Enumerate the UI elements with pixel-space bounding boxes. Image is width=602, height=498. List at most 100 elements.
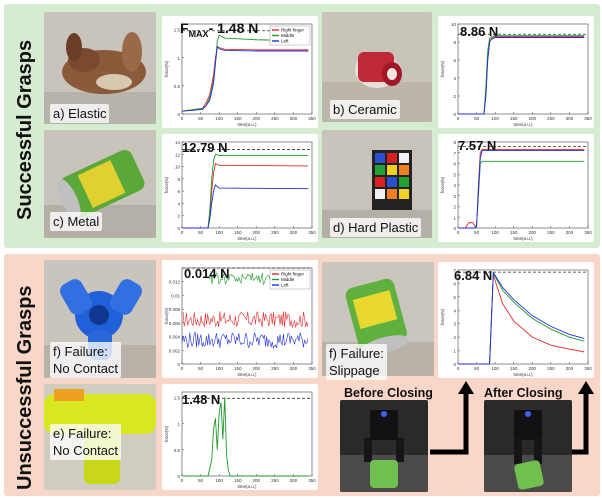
legend-label: Left: [281, 283, 289, 288]
y-tick-label: 6: [453, 162, 456, 167]
chart-f2: 0 1 2 3 4 5 6 7 0 50 100 150 200 250 300 350 time(a.u.) f…: [438, 262, 594, 378]
x-tick-label: 50: [474, 116, 480, 121]
y-tick-label: 2: [453, 94, 456, 99]
y-tick-label: 10: [451, 22, 457, 27]
y-tick-label: 3: [453, 322, 456, 327]
x-tick-label: 250: [271, 366, 279, 371]
x-tick-label: 350: [308, 478, 316, 483]
legend-label: Middle: [281, 33, 295, 38]
y-tick-label: 2: [177, 214, 180, 219]
y-tick-label: 12: [175, 152, 181, 157]
y-tick-label: 10: [175, 165, 181, 170]
x-tick-label: 350: [308, 230, 316, 235]
caption-line: f) Failure:: [53, 344, 108, 359]
x-axis-label: time(a.u.): [513, 236, 533, 241]
x-tick-label: 150: [234, 478, 242, 483]
x-tick-label: 100: [215, 478, 223, 483]
x-tick-label: 350: [584, 230, 592, 235]
caption-failure-no-contact-1: f) Failure: No Contact: [50, 342, 122, 378]
fmax-sub: MAX: [188, 28, 209, 39]
y-tick-label: 4: [453, 183, 456, 188]
y-tick-label: 7: [453, 268, 456, 273]
legend-label: Middle: [281, 277, 295, 282]
series-line-left: [181, 45, 309, 112]
no-contact-value-label: 0.014 N: [184, 266, 230, 281]
x-tick-label: 250: [547, 366, 555, 371]
plot-frame: [181, 141, 313, 229]
series-line-left: [458, 150, 585, 229]
y-tick-label: 0.008: [169, 307, 181, 312]
y-axis-label: force(N): [164, 176, 169, 193]
caption-failure-slippage: f) Failure: Slippage: [326, 344, 387, 380]
x-tick-label: 50: [198, 366, 204, 371]
chart-e: 0 0.5 1 1.5 0 50 100 150 200 250 300 350 time(a.u.) f…: [162, 384, 318, 490]
series-line-right-finger: [181, 311, 309, 328]
y-axis-label: force(N): [164, 307, 169, 324]
caption-line: Slippage: [329, 363, 380, 378]
y-tick-label: 0: [177, 226, 180, 231]
series-line-left: [182, 184, 309, 229]
x-tick-label: 150: [234, 366, 242, 371]
x-tick-label: 100: [215, 230, 223, 235]
y-tick-label: 0: [453, 226, 456, 231]
y-axis-label: force(N): [164, 425, 169, 442]
x-tick-label: 50: [474, 230, 480, 235]
y-tick-label: 8: [177, 177, 180, 182]
y-tick-label: 0: [177, 112, 180, 117]
x-tick-label: 300: [566, 366, 574, 371]
caption-ceramic: b) Ceramic: [330, 100, 400, 119]
chart-d: 0 1 2 3 4 5 6 7 8 0 50 100 150 200 250 300 350 time(a.u.)…: [438, 134, 594, 242]
y-tick-label: 0: [453, 112, 456, 117]
legend-label: Right finger: [281, 28, 305, 33]
x-tick-label: 100: [215, 366, 223, 371]
y-axis-label: force(N): [440, 176, 445, 193]
x-tick-label: 300: [290, 116, 298, 121]
y-tick-label: 6: [177, 189, 180, 194]
series-line-left: [458, 271, 585, 365]
caption-hard-plastic: d) Hard Plastic: [330, 218, 422, 237]
x-tick-label: 250: [547, 116, 555, 121]
fmax-prefix: F: [180, 20, 189, 36]
slippage-value-label: 6.84 N: [454, 268, 493, 283]
x-tick-label: 250: [271, 478, 279, 483]
x-tick-label: 150: [510, 116, 518, 121]
before-closing-photo: [340, 400, 428, 492]
x-tick-label: 300: [290, 366, 298, 371]
y-tick-label: 0.012: [169, 280, 181, 285]
y-tick-label: 4: [453, 308, 456, 313]
y-axis-label: force(N): [164, 60, 169, 77]
y-tick-label: 1: [177, 56, 180, 61]
y-tick-label: 0.004: [169, 335, 181, 340]
plot-frame: [457, 23, 589, 115]
series-line-right-finger: [458, 149, 585, 229]
x-tick-label: 350: [584, 366, 592, 371]
x-tick-label: 300: [566, 116, 574, 121]
unsuccessful-grasps-title: Unsuccessful Grasps: [14, 285, 36, 490]
x-tick-label: 300: [566, 230, 574, 235]
plot-frame: [181, 391, 313, 477]
y-tick-label: 5: [453, 295, 456, 300]
before-closing-label: Before Closing: [344, 386, 433, 400]
x-tick-label: 150: [510, 366, 518, 371]
x-tick-label: 100: [491, 116, 499, 121]
x-tick-label: 0: [181, 116, 184, 121]
y-tick-label: 0: [177, 362, 180, 367]
series-line-middle: [182, 397, 309, 477]
x-tick-label: 200: [253, 366, 261, 371]
y-tick-label: 0.002: [169, 348, 181, 353]
legend-label: Right finger: [281, 272, 305, 277]
x-tick-label: 250: [271, 116, 279, 121]
y-tick-label: 14: [175, 140, 181, 145]
y-tick-label: 4: [177, 201, 180, 206]
successful-grasps-title: Successful Grasps: [14, 39, 36, 220]
plot-frame: [457, 269, 589, 365]
y-tick-label: 8: [453, 140, 456, 145]
x-axis-label: time(a.u.): [237, 372, 257, 377]
y-tick-label: 2: [453, 205, 456, 210]
y-tick-label: 8: [453, 40, 456, 45]
caption-line: e) Failure:: [53, 426, 112, 441]
x-tick-label: 50: [474, 366, 480, 371]
y-tick-label: 1: [177, 422, 180, 427]
x-axis-label: time(a.u.): [513, 372, 533, 377]
y-tick-label: 0.5: [174, 448, 181, 453]
